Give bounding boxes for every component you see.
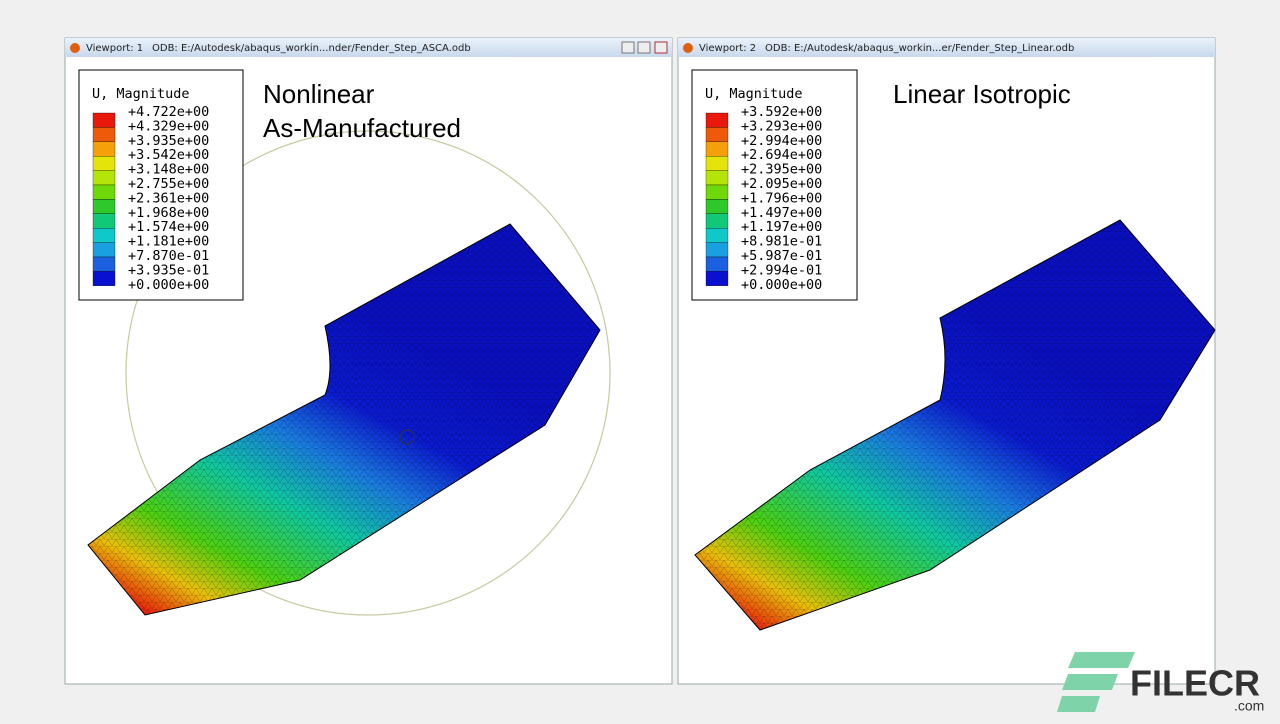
legend-swatch <box>705 228 729 243</box>
viewport-2[interactable]: Viewport: 2 ODB: E:/Autodesk/abaqus_work… <box>677 37 1216 685</box>
legend-label: +3.148e+00 <box>128 162 209 178</box>
legend-swatch <box>705 112 729 128</box>
legend-swatch <box>92 112 116 128</box>
legend-label: +4.722e+00 <box>128 104 209 120</box>
legend-swatch <box>92 228 116 243</box>
legend-label: +3.935e+00 <box>128 133 209 149</box>
legend-swatch <box>92 141 116 157</box>
pivot-marker <box>399 429 415 445</box>
legend-label: +1.497e+00 <box>741 205 822 221</box>
legend-swatch <box>92 242 116 258</box>
fe-mesh <box>87 223 601 616</box>
legend-swatch <box>92 156 116 171</box>
legend-swatch <box>705 170 729 186</box>
annotation: Linear Isotropic <box>893 79 1071 109</box>
watermark-logo <box>1057 652 1135 712</box>
legend-swatch <box>705 271 729 286</box>
legend-label: +1.574e+00 <box>128 219 209 235</box>
legend-label: +3.935e-01 <box>128 262 209 278</box>
legend-label: +2.395e+00 <box>741 162 822 178</box>
legend-swatch <box>92 271 116 286</box>
legend-label: +5.987e-01 <box>741 248 822 264</box>
watermark-brand: FILECR <box>1130 663 1260 704</box>
legend-label: +1.968e+00 <box>128 205 209 221</box>
legend-label: +7.870e-01 <box>128 248 209 264</box>
legend-swatch <box>705 213 729 229</box>
legend-swatch <box>705 127 729 142</box>
maximize-button[interactable] <box>637 41 651 54</box>
legend-label: +2.095e+00 <box>741 176 822 192</box>
legend-swatch <box>705 242 729 258</box>
title-bar <box>678 38 1215 57</box>
legend-label: +2.694e+00 <box>741 147 822 163</box>
legend-swatch <box>92 213 116 229</box>
watermark-domain: .com <box>1234 698 1264 714</box>
legend-label: +3.293e+00 <box>741 118 822 134</box>
legend-label: +1.796e+00 <box>741 190 822 206</box>
legend-swatch <box>705 141 729 157</box>
annotation: As-Manufactured <box>263 113 461 143</box>
legend-label: +0.000e+00 <box>128 277 209 293</box>
viewport-icon <box>683 43 693 53</box>
odb-path: ODB: E:/Autodesk/abaqus_workin...nder/Fe… <box>152 43 471 54</box>
legend-label: +2.994e+00 <box>741 133 822 149</box>
legend-swatch <box>705 256 729 272</box>
legend-swatch <box>92 256 116 272</box>
legend-swatch <box>92 127 116 142</box>
legend-label: +2.755e+00 <box>128 176 209 192</box>
legend-label: +3.592e+00 <box>741 104 822 120</box>
viewport-name: Viewport: 2 <box>699 43 756 54</box>
legend: U, Magnitude +4.722e+00+4.329e+00+3.935e+… <box>92 86 209 293</box>
legend-label: +1.181e+00 <box>128 234 209 250</box>
odb-path: ODB: E:/Autodesk/abaqus_workin...er/Fend… <box>765 43 1074 54</box>
legend-swatch <box>705 156 729 171</box>
legend-swatch <box>705 199 729 214</box>
legend-label: +2.361e+00 <box>128 190 209 206</box>
watermark: FILECR .com <box>1057 652 1264 714</box>
legend-swatch <box>92 170 116 186</box>
close-button[interactable] <box>654 41 668 54</box>
legend-label: +2.994e-01 <box>741 262 822 278</box>
legend-swatch <box>92 199 116 214</box>
legend-title: U, Magnitude <box>705 86 803 102</box>
viewport-icon <box>70 43 80 53</box>
annotation: Nonlinear <box>263 79 375 109</box>
legend-label: +4.329e+00 <box>128 118 209 134</box>
viewport-name: Viewport: 1 <box>86 43 143 54</box>
legend-title: U, Magnitude <box>92 86 190 102</box>
title-bar <box>65 38 672 57</box>
legend-swatch <box>705 184 729 200</box>
rotation-circle <box>125 130 611 616</box>
legend-label: +8.981e-01 <box>741 234 822 250</box>
legend: U, Magnitude +3.592e+00+3.293e+00+2.994e+… <box>705 86 822 293</box>
legend-label: +3.542e+00 <box>128 147 209 163</box>
legend-label: +0.000e+00 <box>741 277 822 293</box>
fe-mesh <box>694 219 1216 631</box>
legend-label: +1.197e+00 <box>741 219 822 235</box>
legend-swatch <box>92 184 116 200</box>
viewport-1[interactable]: Viewport: 1 ODB: E:/Autodesk/abaqus_work… <box>64 37 673 685</box>
minimize-button[interactable] <box>621 41 635 54</box>
